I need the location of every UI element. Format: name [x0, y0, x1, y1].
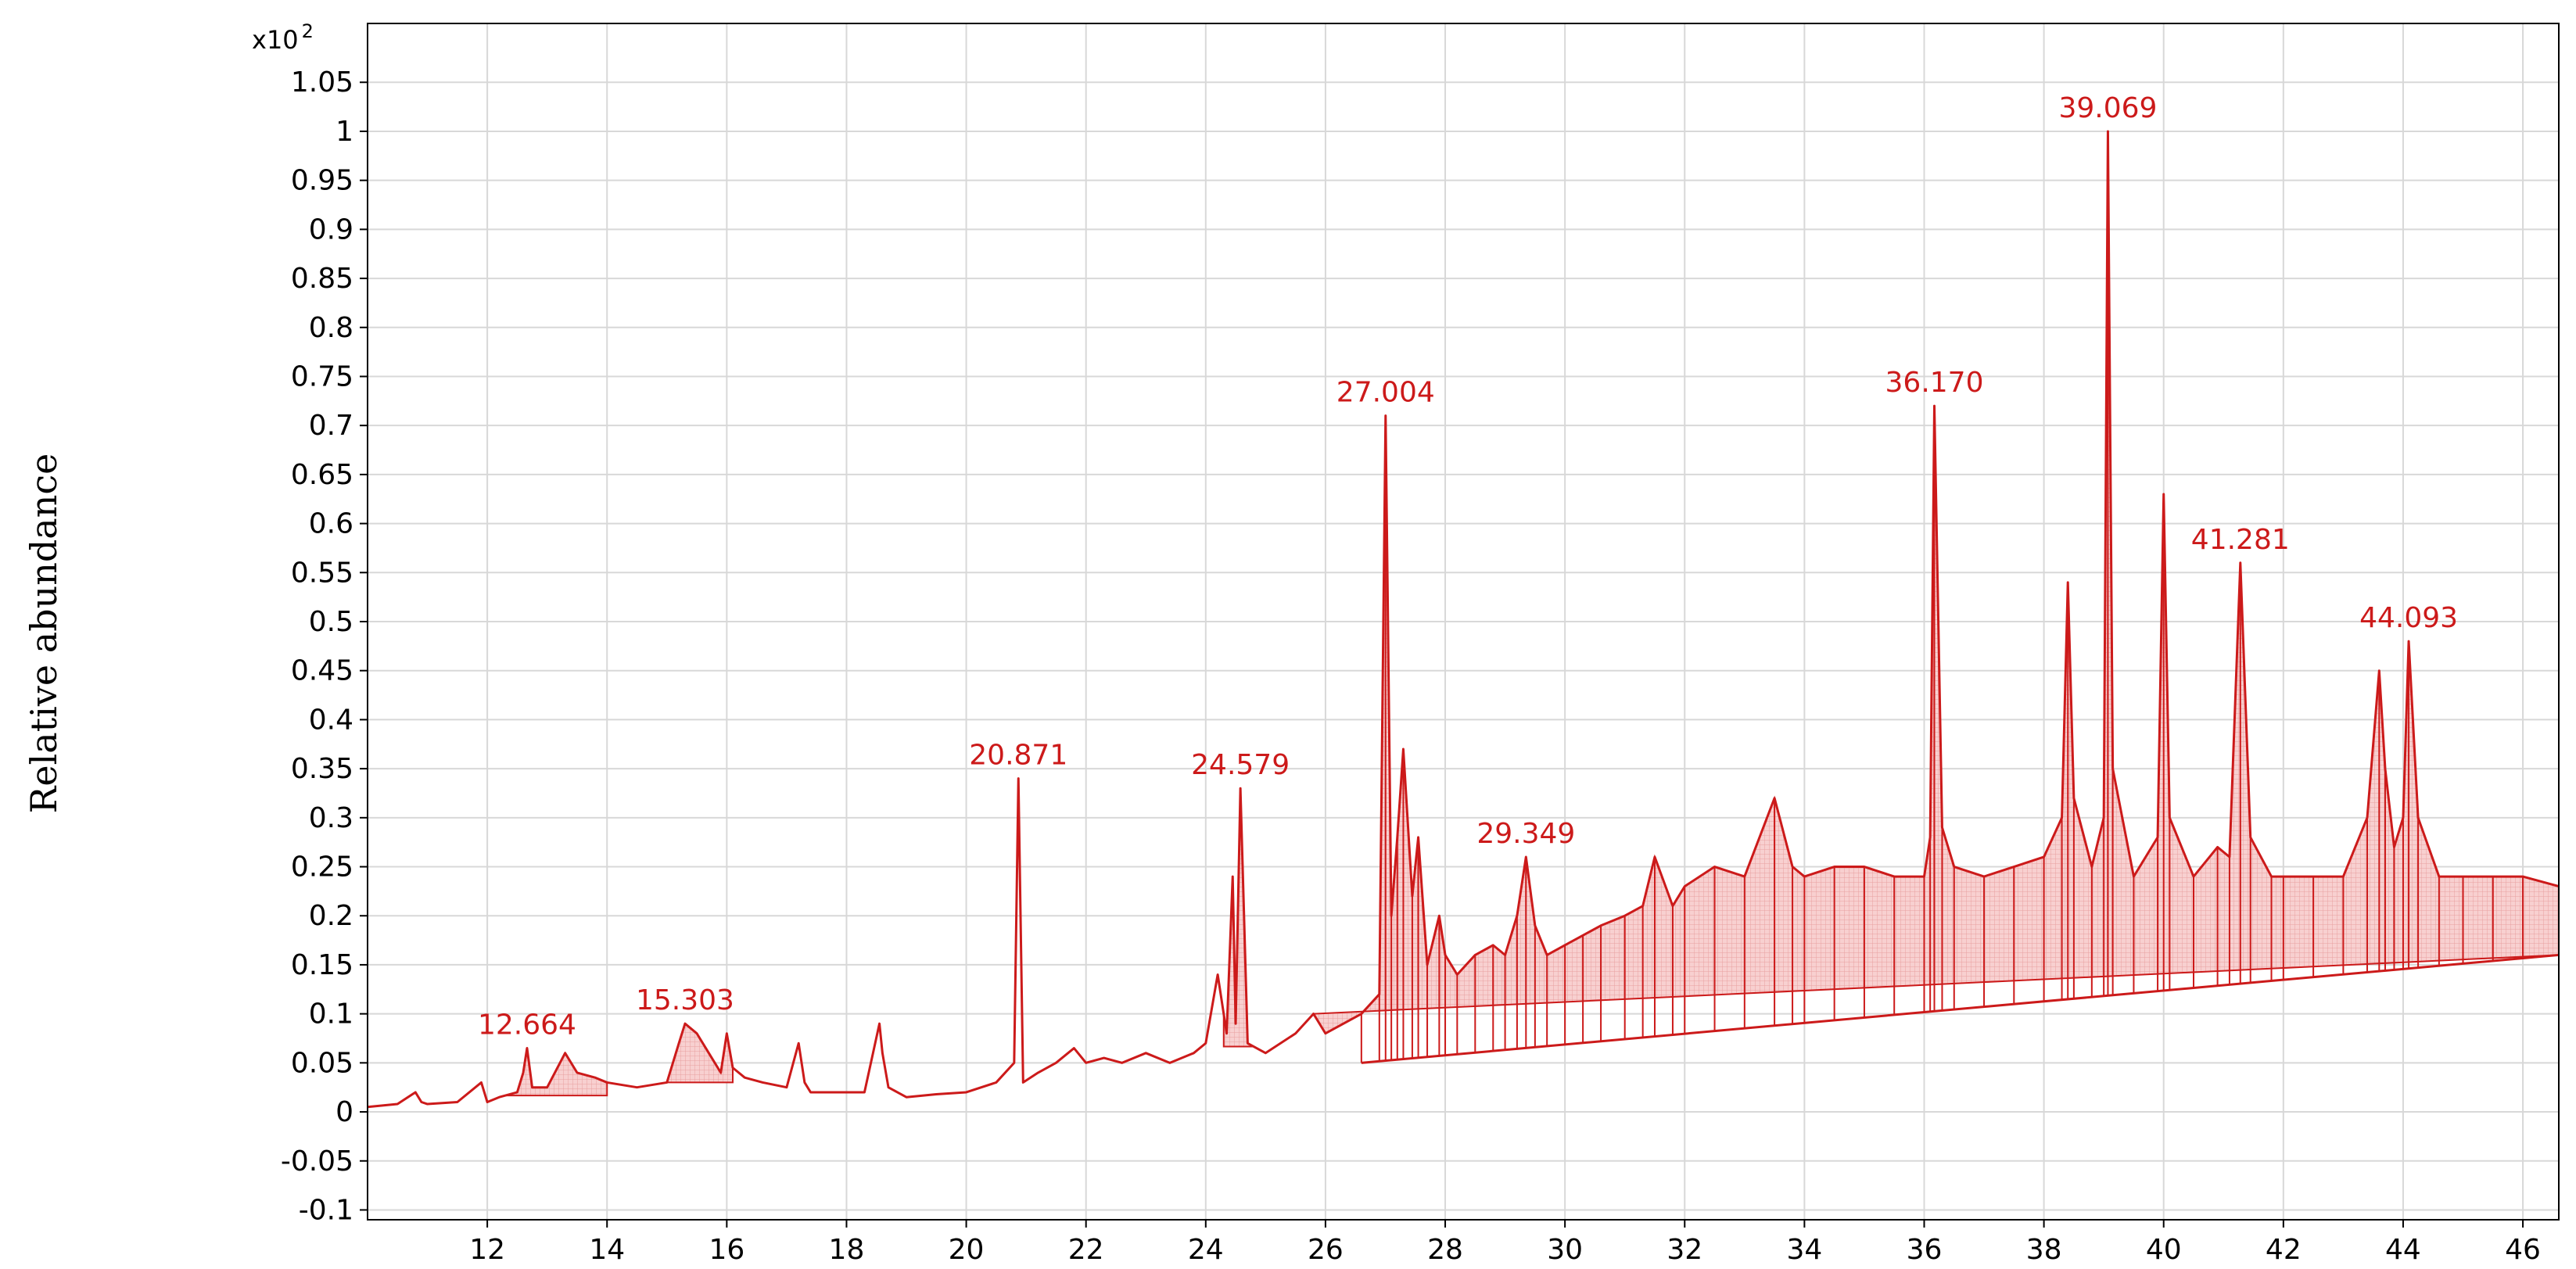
y-tick-label: 0.85 [291, 263, 353, 295]
peak-label: 36.170 [1885, 367, 1984, 399]
y-multiplier: x10 2 [252, 20, 314, 55]
x-tick-label: 36 [1907, 1234, 1943, 1266]
peak-label: 20.871 [969, 740, 1067, 772]
x-tick-label: 24 [1188, 1234, 1224, 1266]
chromatogram-trace [368, 130, 2559, 1109]
y-tick-label: 0.25 [291, 851, 353, 884]
y-tick-label: 0.4 [309, 704, 353, 736]
x-tick-label: 32 [1667, 1234, 1702, 1266]
y-multiplier-base: x10 [252, 25, 299, 55]
x-tick-label: 16 [709, 1234, 744, 1266]
x-tick-label: 12 [469, 1234, 505, 1266]
x-tick-label: 30 [1547, 1234, 1583, 1266]
x-tick-label: 28 [1427, 1234, 1463, 1266]
x-tick-label: 26 [1308, 1234, 1344, 1266]
peak-label: 27.004 [1336, 377, 1435, 409]
y-tick-label: 0.05 [291, 1047, 353, 1079]
y-tick-label: 0.95 [291, 165, 353, 197]
y-tick-label: 0.45 [291, 655, 353, 687]
x-tick-label: 44 [2385, 1234, 2421, 1266]
x-tick-label: 20 [949, 1234, 985, 1266]
x-tick-label: 34 [1786, 1234, 1822, 1266]
peak-label: 44.093 [2359, 602, 2458, 634]
y-tick-label: 1 [335, 116, 353, 148]
peak-label: 39.069 [2058, 92, 2157, 124]
y-tick-label: 0.75 [291, 360, 353, 393]
y-tick-label: -0.1 [299, 1194, 353, 1226]
y-tick-label: 0.5 [309, 606, 353, 638]
y-tick-label: 0.8 [309, 312, 353, 344]
x-tick-label: 14 [589, 1234, 625, 1266]
y-axis-label: Relative abundance [23, 453, 65, 814]
x-tick-label: 18 [829, 1234, 865, 1266]
peak-label: 24.579 [1191, 749, 1290, 781]
x-tick-label: 22 [1068, 1234, 1104, 1266]
peak-label: 41.281 [2191, 524, 2290, 556]
y-tick-label: 0.3 [309, 802, 353, 834]
peak-label: 29.349 [1476, 818, 1575, 850]
y-tick-label: 0.65 [291, 459, 353, 491]
peak-label: 15.303 [636, 984, 734, 1016]
y-tick-label: 0 [335, 1096, 353, 1128]
y-tick-label: -0.05 [281, 1145, 353, 1178]
y-tick-label: 0.7 [309, 410, 353, 442]
x-tick-label: 46 [2505, 1234, 2541, 1266]
x-tick-label: 42 [2266, 1234, 2302, 1266]
y-tick-label: 0.9 [309, 213, 353, 246]
integration-baseline [1361, 953, 2559, 1064]
x-tick-label: 38 [2026, 1234, 2062, 1266]
peak-label: 12.664 [478, 1009, 576, 1041]
y-tick-label: 1.05 [291, 66, 353, 99]
y-multiplier-exponent: 2 [302, 20, 314, 42]
y-tick-label: 0.15 [291, 949, 353, 981]
integrated-peak-area [1311, 131, 2559, 1035]
x-tick-label: 40 [2146, 1234, 2182, 1266]
y-tick-label: 0.1 [309, 998, 353, 1031]
y-tick-label: 0.2 [309, 900, 353, 932]
y-tick-label: 0.35 [291, 753, 353, 785]
y-tick-label: 0.6 [309, 508, 353, 540]
y-tick-label: 0.55 [291, 557, 353, 589]
